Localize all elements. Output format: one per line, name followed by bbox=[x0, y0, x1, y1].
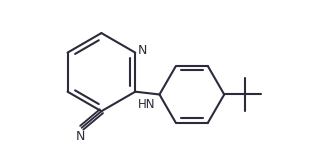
Text: N: N bbox=[76, 130, 85, 143]
Text: HN: HN bbox=[138, 98, 155, 111]
Text: N: N bbox=[138, 44, 148, 57]
